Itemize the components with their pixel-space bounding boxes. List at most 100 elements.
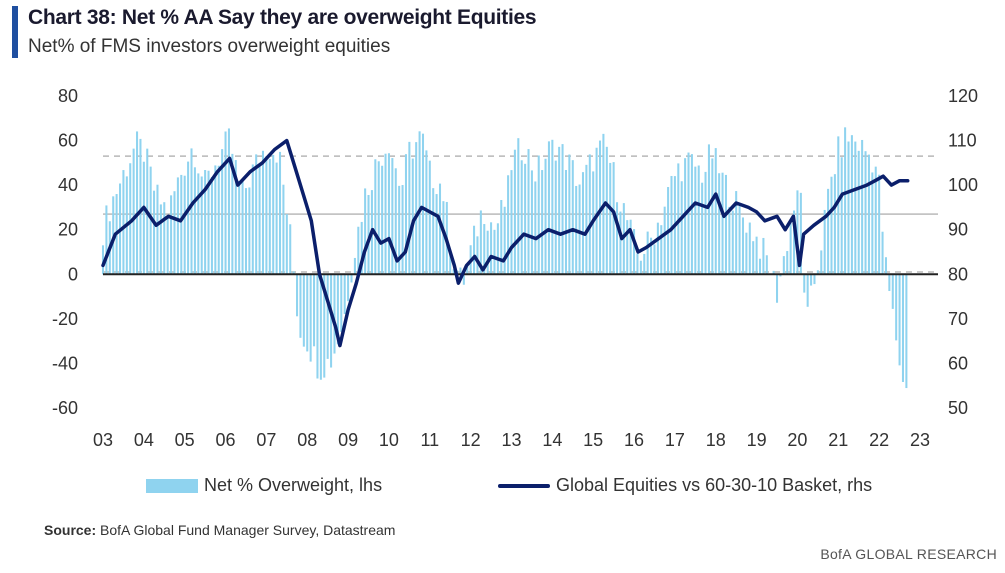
bar-net-overweight	[384, 153, 387, 275]
bar-net-overweight	[466, 263, 469, 275]
x-axis-ticks: 03 04 05 06 07 08 09 10 11 12 13 14 15 16 17 18 19 20 21 22…	[93, 430, 930, 450]
chart-title: Chart 38: Net % AA Say they are overweig…	[28, 6, 537, 29]
bar-net-overweight	[520, 160, 523, 275]
bar-net-overweight	[142, 161, 145, 275]
bar-net-overweight	[296, 274, 299, 317]
chart-subtitle: Net% of FMS investors overweight equitie…	[28, 36, 391, 57]
bar-net-overweight	[806, 274, 809, 307]
x-tick-label: 19	[747, 430, 767, 450]
bar-net-overweight	[238, 180, 241, 275]
y-right-tick-label: 100	[948, 175, 978, 195]
bar-net-overweight	[810, 274, 813, 286]
bar-net-overweight	[629, 219, 632, 275]
bar-net-overweight	[214, 165, 217, 275]
bar-net-overweight	[605, 146, 608, 275]
x-tick-label: 04	[134, 430, 154, 450]
bar-net-overweight	[564, 169, 567, 275]
bar-net-overweight	[721, 172, 724, 275]
x-tick-label: 09	[338, 430, 358, 450]
brand-label: BofA GLOBAL RESEARCH	[820, 546, 997, 562]
bar-net-overweight	[728, 206, 731, 275]
x-tick-label: 18	[706, 430, 726, 450]
bar-net-overweight	[864, 151, 867, 275]
bar-net-overweight	[398, 185, 401, 275]
bar-net-overweight	[316, 274, 319, 379]
bar-net-overweight	[718, 173, 721, 275]
bar-net-overweight	[343, 274, 346, 314]
bar-net-overweight	[319, 274, 322, 380]
y-right-tick-label: 110	[948, 131, 977, 151]
x-tick-label: 23	[910, 430, 930, 450]
bar-net-overweight	[442, 201, 445, 275]
x-tick-label: 11	[420, 430, 439, 450]
bar-net-overweight	[251, 164, 254, 275]
bar-net-overweight	[163, 202, 166, 275]
bar-net-overweight	[374, 159, 377, 275]
bar-net-overweight	[180, 174, 183, 275]
bar-net-overweight	[224, 131, 227, 275]
bar-net-overweight	[360, 221, 363, 275]
bar-net-overweight	[418, 131, 421, 275]
bar-net-overweight	[616, 202, 619, 275]
bar-net-overweight	[690, 154, 693, 275]
legend-label-bars: Net % Overweight, lhs	[204, 475, 383, 495]
bar-net-overweight	[268, 158, 271, 275]
bar-net-overweight	[166, 216, 169, 275]
bar-net-overweight	[170, 195, 173, 275]
bar-net-overweight	[663, 206, 666, 275]
bar-net-overweight	[350, 274, 353, 283]
bar-net-overweight	[588, 154, 591, 275]
x-tick-label: 05	[175, 430, 195, 450]
chart-area: 80 60 40 20 0 -20 -40 -60 120 110 100 90 80 70 60 50 0…	[52, 86, 978, 450]
x-tick-label: 06	[216, 430, 236, 450]
bar-net-overweight	[435, 194, 438, 275]
bar-net-overweight	[241, 181, 244, 275]
bar-net-overweight	[411, 158, 414, 275]
bar-net-overweight	[755, 236, 758, 275]
bar-net-overweight	[476, 236, 479, 275]
legend-label-line: Global Equities vs 60-30-10 Basket, rhs	[556, 475, 873, 495]
y-axis-left-ticks: 80 60 40 20 0 -20 -40 -60	[52, 86, 78, 418]
bar-net-overweight	[231, 153, 234, 275]
bar-net-overweight	[381, 165, 384, 275]
bar-net-overweight	[452, 269, 455, 275]
bar-net-overweight	[762, 237, 765, 275]
bar-net-overweight	[731, 210, 734, 275]
bar-net-overweight	[776, 274, 779, 303]
legend-item-bars: Net % Overweight, lhs	[146, 475, 382, 496]
bar-net-overweight	[840, 157, 843, 275]
bar-net-overweight	[353, 257, 356, 275]
bar-net-overweight	[707, 144, 710, 275]
bar-net-overweight	[847, 141, 850, 275]
bar-net-overweight	[340, 274, 343, 332]
bar-net-overweight	[221, 149, 224, 275]
legend-item-line: Global Equities vs 60-30-10 Basket, rhs	[498, 475, 872, 496]
bar-net-overweight	[650, 237, 653, 275]
bar-net-overweight	[438, 183, 442, 275]
bar-net-overweight	[884, 257, 887, 275]
bar-net-overweight	[272, 154, 275, 275]
bar-net-overweight	[782, 256, 785, 275]
x-tick-label: 22	[869, 430, 889, 450]
bar-net-overweight	[313, 274, 316, 347]
bar-net-overweight	[459, 267, 462, 275]
bar-net-overweight	[449, 250, 452, 275]
bar-net-overweight	[261, 150, 265, 275]
y-left-tick-label: 60	[58, 131, 78, 151]
bar-net-overweight	[660, 225, 663, 275]
bar-net-overweight	[578, 184, 581, 275]
bar-net-overweight	[547, 141, 550, 275]
bar-net-overweight	[510, 170, 513, 275]
bar-net-overweight	[408, 141, 411, 275]
bar-net-overweight	[639, 260, 642, 275]
bar-net-overweight	[626, 220, 629, 275]
bar-net-overweight	[888, 274, 891, 292]
bar-net-overweight	[217, 165, 220, 275]
bar-net-overweight	[554, 160, 557, 275]
bar-net-overweight	[891, 274, 894, 309]
x-tick-label: 13	[501, 430, 521, 450]
bar-net-overweight	[183, 175, 186, 275]
y-left-tick-label: -40	[52, 353, 78, 373]
bar-net-overweight	[735, 191, 738, 275]
bar-net-overweight	[299, 274, 302, 338]
